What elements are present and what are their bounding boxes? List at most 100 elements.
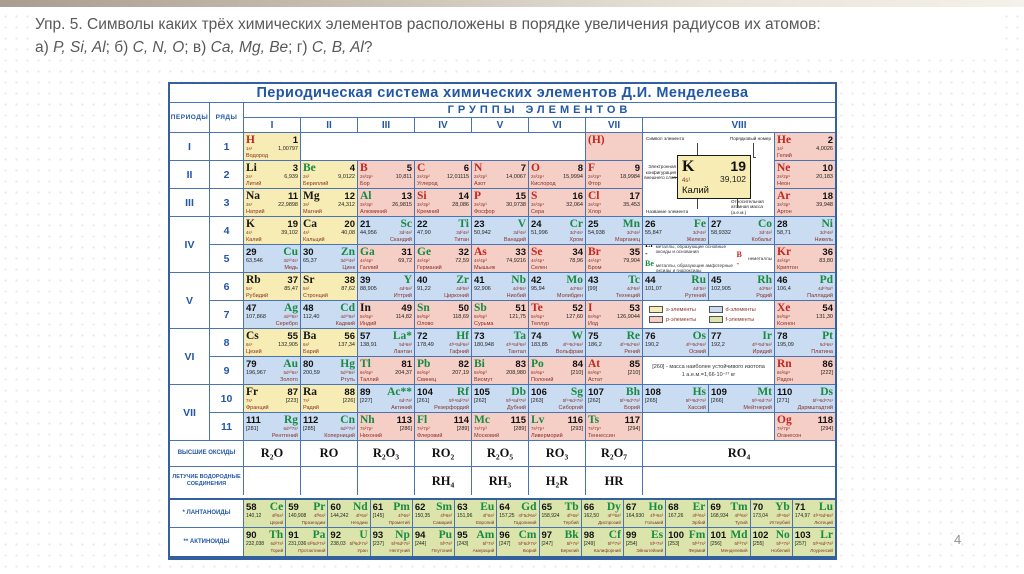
element-cell-Sb: Sb 51 5s²5p³ 121,75 Сурьма	[472, 301, 529, 329]
element-cell-Cn: 112 Cn [285] 6d¹⁰7s² Коперниций	[301, 413, 358, 441]
element-symbol: Tc	[628, 274, 640, 286]
element-cell-Np: 93 Np [237] 5f⁴6d¹7s² Нептуний	[370, 528, 413, 556]
element-cell-Fr: Fr 87 7s¹ [223] Франций	[244, 385, 301, 413]
element-number: 52	[572, 303, 583, 314]
element-config: 7s²7p⁵	[588, 426, 602, 431]
element-cell-Tc: 43 Tc [99] 4d⁵5s² Технеций	[586, 273, 643, 301]
element-cell-top: 96 Cm	[499, 529, 536, 541]
element-cell-Al: Al 13 3s²3p¹ 26,9815 Алюминий	[358, 189, 415, 217]
element-name: Углерод	[417, 181, 438, 187]
element-cell-top: Tl 81	[360, 358, 412, 370]
element-cell-Og: Og 118 7s²7p⁶ [294] Оганесон	[775, 413, 835, 441]
element-name: Лоуренсий	[810, 548, 833, 553]
element-config: 5s²5p²	[417, 314, 430, 319]
element-cell-Mo: 42 Mo 95,94 4d⁵5s¹ Молибден	[529, 273, 586, 301]
element-cell-top: 67 Ho	[626, 501, 663, 513]
element-number: 51	[515, 303, 526, 314]
element-symbol: P	[474, 190, 482, 202]
element-cell-mid: 157,25 4f⁷5d¹6s²	[499, 513, 536, 520]
element-name: Магний	[303, 209, 322, 215]
metals-legend-text: металлы, образующие основные оксиды и ос…	[655, 245, 727, 254]
row-number: 1	[210, 133, 244, 161]
element-cell-mid: 88,905 4d¹5s²	[360, 286, 412, 293]
element-number: 53	[629, 303, 640, 314]
metals-legend: Li - металлы, образующие основные оксиды…	[643, 245, 775, 273]
element-cell-mid: [262] 5f¹⁴6d⁵7s²	[588, 398, 640, 405]
element-symbol: Nd	[352, 501, 368, 513]
element-symbol: Sm	[436, 501, 453, 513]
element-number: 87	[287, 387, 298, 398]
element-symbol: Ba	[303, 330, 317, 342]
period-label: IV	[170, 217, 210, 273]
element-symbol: I	[588, 302, 593, 314]
element-cell-top: 46 Pd	[777, 274, 833, 286]
element-symbol: Tm	[730, 501, 748, 513]
element-symbol: Pt	[822, 330, 833, 342]
element-number: 72	[417, 331, 428, 342]
element-name: Осмий	[689, 349, 706, 355]
element-cell-Am: 95 Am [243] 5f⁷7s² Америций	[455, 528, 498, 556]
element-cell-Ra: Ra 88 7s² [226] Радий	[301, 385, 358, 413]
legend-example-cell: K 19 4s¹ 39,102 Калий	[677, 155, 751, 199]
element-name: Золото	[280, 377, 298, 383]
element-name: Тулий	[735, 520, 748, 525]
element-number: 67	[625, 502, 637, 513]
element-cell-He: He 2 1s² 4,0026 Гелий	[775, 133, 835, 161]
element-symbol: At	[588, 358, 601, 370]
element-symbol: Tl	[360, 358, 371, 370]
element-mass: 51,996	[531, 230, 548, 236]
element-number: 57	[360, 331, 371, 342]
element-number: 71	[794, 502, 806, 513]
element-mass: 72,59	[455, 258, 469, 264]
element-cell-Lu: 71 Lu 174,97 4f¹⁴5d¹6s² Лютеций	[792, 500, 835, 528]
element-symbol: Fm	[688, 529, 706, 541]
element-number: 25	[588, 219, 599, 230]
element-cell-mid: 3s²3p⁵ 35,453	[588, 202, 640, 209]
element-symbol: Ds	[820, 386, 833, 398]
element-cell-top: 44 Ru	[645, 274, 706, 286]
element-symbol: Ts	[588, 414, 600, 426]
element-cell-mid: 5s² 87,62	[303, 286, 355, 293]
element-cell-Mg: Mg 12 3s² 24,312 Магний	[301, 189, 358, 217]
isotope-note-line-2: 1 а.е.м.=1,66·10⁻²⁷ кг	[681, 371, 736, 378]
element-config: 6s²6p³	[474, 370, 487, 375]
element-number: 46	[777, 275, 788, 286]
element-cell-top: Sb 51	[474, 302, 526, 314]
element-mass: [256]	[710, 541, 722, 547]
element-mass: 131,30	[816, 314, 833, 320]
element-cell-Ac: 89 Ac** [227] 6d¹7s² Актиний	[358, 385, 415, 413]
element-symbol: La*	[392, 330, 412, 342]
element-cell-mid: 6s²6p² 207,19	[417, 370, 469, 377]
element-cell-Es: 99 Es [254] 5f¹¹7s² Эйнштейний	[623, 528, 667, 556]
element-number: 5	[406, 163, 412, 174]
element-mass: 140,908	[288, 513, 307, 519]
element-symbol: K	[246, 218, 255, 230]
element-number: 34	[572, 247, 583, 258]
element-number: 27	[711, 219, 722, 230]
element-cell-Lv: Lv 116 7s²7p⁴ [293] Ливерморий	[529, 413, 586, 441]
hydride-formula-cell: RH₃	[472, 467, 529, 495]
element-mass: 138,91	[360, 342, 377, 348]
element-cell-top: Xe 54	[777, 302, 833, 314]
element-config: 5f¹⁴6d⁵7s²	[619, 398, 640, 403]
element-symbol: Ru	[691, 274, 706, 286]
element-config: 1s²	[777, 146, 784, 151]
element-name: Плутоний	[431, 548, 453, 553]
element-number: 42	[531, 275, 542, 286]
element-name: Оганесон	[777, 433, 802, 439]
element-cell-mid: 158,924 4f⁹6s²	[542, 513, 579, 520]
element-mass: 168,934	[710, 513, 729, 519]
element-config: 5d¹⁰6s¹	[283, 370, 298, 375]
element-cell-mid: 3s²3p² 28,086	[417, 202, 469, 209]
element-cell-O: O 8 2s²2p⁴ 15,9994 Кислород	[529, 161, 586, 189]
element-config: 4f¹¹6s²	[650, 513, 664, 518]
answer-option-label: ; в)	[184, 39, 211, 56]
element-cell-Bk: 97 Bk [247] 5f⁹7s² Берклий	[539, 528, 582, 556]
element-cell-mid: [247] 5f⁷6d¹7s²	[499, 541, 536, 548]
element-symbol: Er	[692, 501, 706, 513]
element-cell-top: 75 Re	[588, 330, 640, 342]
element-cell-mid: 6s²6p⁶ [222]	[777, 370, 833, 377]
period-label: VI	[170, 329, 210, 385]
element-name: Водород	[246, 153, 269, 159]
element-config: 6s²	[303, 342, 310, 347]
